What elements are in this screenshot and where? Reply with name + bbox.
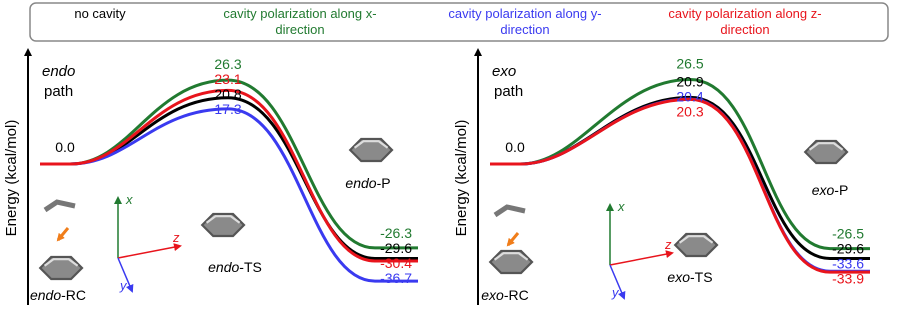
- ring: [200, 212, 246, 238]
- energy-curve: [40, 78, 418, 250]
- species-label: exo-RC: [481, 287, 528, 303]
- molecule: [673, 232, 719, 258]
- value-label: 26.5: [676, 56, 703, 72]
- ring: [488, 249, 534, 275]
- energy-curve: [490, 78, 870, 251]
- energy-curve: [490, 95, 870, 260]
- value-label: 20.4: [676, 88, 703, 104]
- species-label: exo-P: [812, 182, 849, 198]
- legend-entry: cavity polarization along z-direction: [668, 6, 822, 37]
- molecule: [488, 249, 534, 275]
- axis-letter: x: [617, 199, 625, 214]
- value-label: -29.6: [832, 241, 864, 257]
- value-label: -33.6: [832, 256, 864, 272]
- value-label: 23.1: [214, 71, 241, 87]
- value-label: 20.8: [214, 86, 241, 102]
- value-label: -26.5: [832, 226, 864, 242]
- energy-curve: [40, 88, 418, 263]
- molecule: [38, 255, 84, 281]
- panel-label: path: [494, 83, 523, 100]
- ring-top: [493, 252, 529, 261]
- y-axis-label: Energy (kcal/mol): [3, 120, 20, 237]
- ring-top: [43, 258, 79, 267]
- y-axis-arrow: [609, 264, 626, 300]
- fragment: [43, 199, 76, 213]
- value-label: 0.0: [55, 139, 75, 155]
- species-label: endo-TS: [208, 259, 262, 275]
- energy-curve: [40, 107, 418, 283]
- molecule: [348, 137, 394, 163]
- panel-label: exo: [492, 63, 516, 80]
- legend-entry: cavity polarization along x-direction: [223, 6, 377, 37]
- ring-top: [205, 215, 241, 224]
- dipole-arrow: [56, 227, 70, 242]
- dipole-arrow: [506, 232, 520, 247]
- ring-top: [353, 140, 389, 149]
- axis-letter: y: [611, 285, 620, 300]
- axis-letter: z: [664, 237, 672, 252]
- legend-box: [29, 2, 889, 42]
- value-label: -30.4: [380, 255, 412, 271]
- ring: [803, 139, 849, 165]
- molecule: [200, 212, 246, 238]
- value-label: 20.3: [676, 103, 703, 119]
- value-label: 26.3: [214, 56, 241, 72]
- axis-letter: z: [172, 230, 180, 245]
- axis-letter: y: [119, 278, 128, 293]
- ring: [673, 232, 719, 258]
- fragment: [493, 204, 526, 218]
- panel-label: path: [44, 83, 73, 100]
- panel-label: endo: [42, 63, 75, 80]
- legend-entry: cavity polarization along y-direction: [448, 6, 602, 37]
- z-axis-arrow: [609, 250, 674, 266]
- axis-letter: x: [125, 192, 133, 207]
- ring-top: [678, 235, 714, 244]
- value-label: -29.6: [380, 240, 412, 256]
- value-label: -36.7: [380, 270, 412, 286]
- species-label: endo-RC: [30, 287, 86, 303]
- value-label: 0.0: [505, 139, 525, 155]
- value-label: 17.3: [214, 101, 241, 117]
- value-label: -26.3: [380, 225, 412, 241]
- species-label: exo-TS: [667, 269, 712, 285]
- ring: [348, 137, 394, 163]
- value-label: -33.9: [832, 271, 864, 287]
- value-label: 20.9: [676, 73, 703, 89]
- molecule: [803, 139, 849, 165]
- species-label: endo-P: [345, 175, 390, 191]
- y-axis-arrow: [117, 257, 134, 293]
- energy-curve: [490, 97, 870, 274]
- z-axis-arrow: [117, 243, 182, 259]
- y-axis-label: Energy (kcal/mol): [453, 120, 470, 237]
- ring-top: [808, 142, 844, 151]
- legend-entry: no cavity: [74, 6, 126, 21]
